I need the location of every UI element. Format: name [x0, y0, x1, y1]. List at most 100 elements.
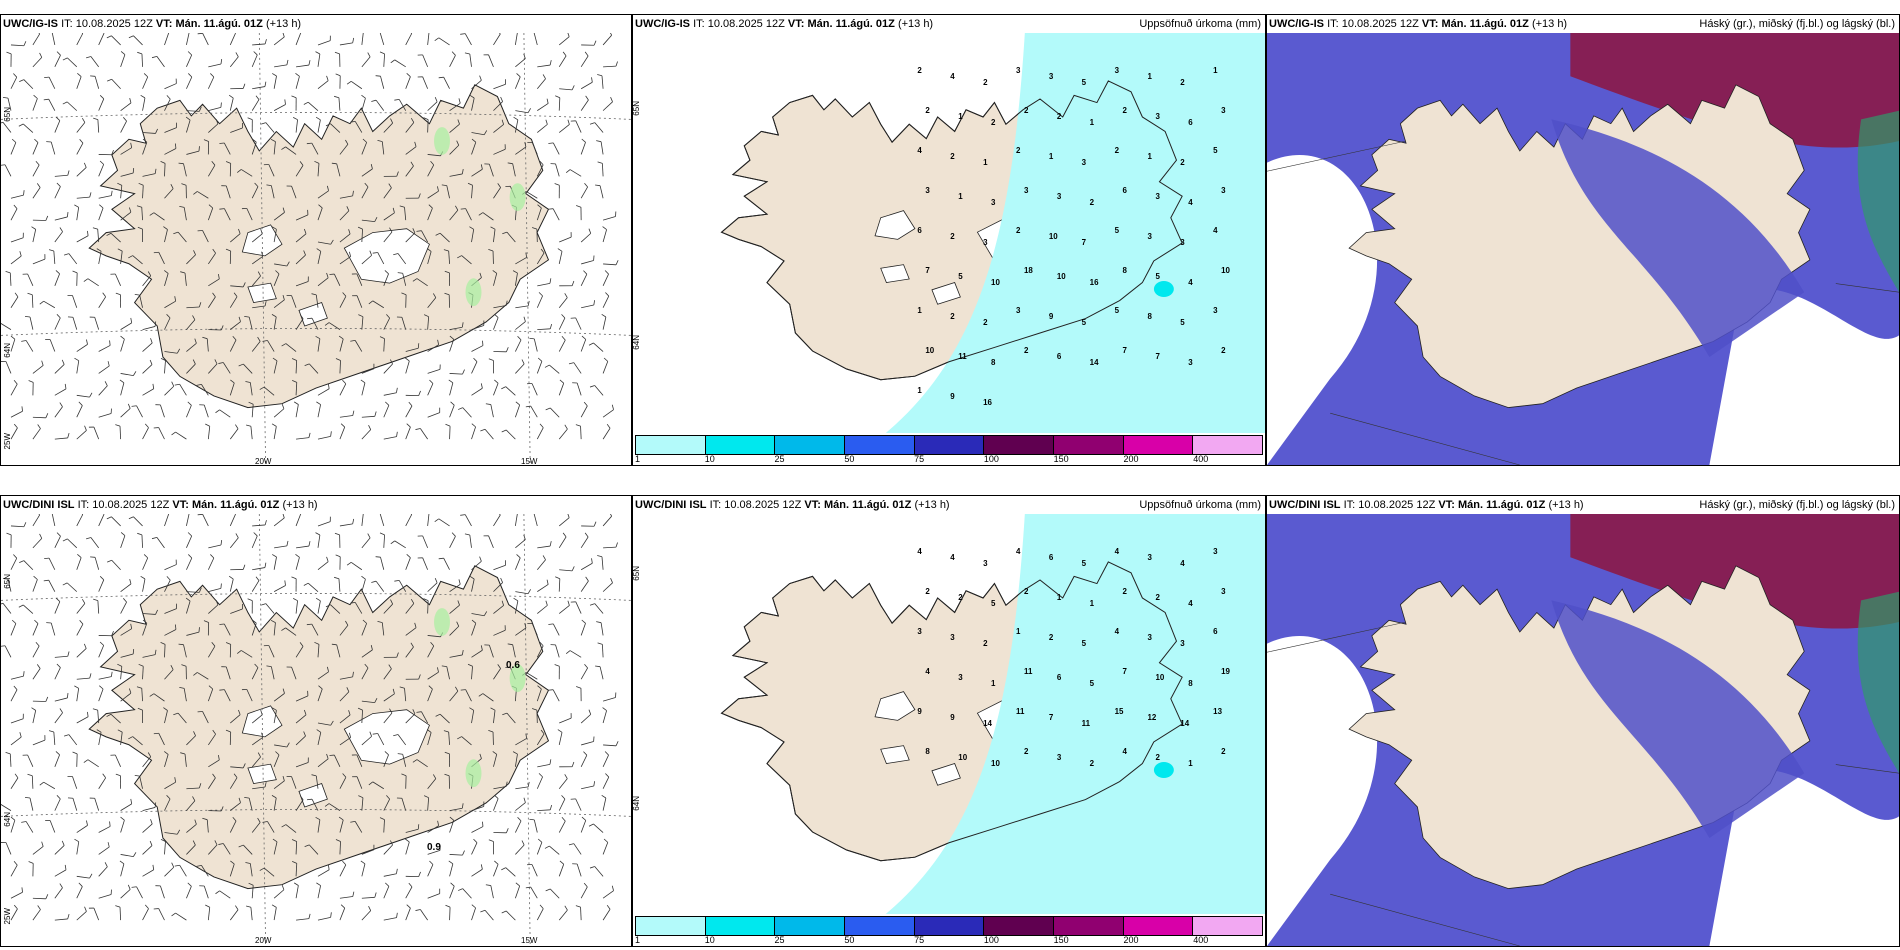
precip-value-label: 10 [925, 346, 934, 355]
wind-map[interactable] [1, 514, 631, 946]
wind-barb [251, 95, 260, 111]
wind-barb [76, 33, 84, 46]
wind-barb [10, 406, 23, 418]
wind-barb [361, 892, 377, 899]
wind-barb [19, 79, 34, 90]
wind-barb [315, 597, 321, 614]
precip-value-label: 3 [1213, 306, 1218, 315]
precip-value-label: 2 [1016, 226, 1021, 235]
wind-barb [76, 118, 86, 133]
wind-barb [39, 300, 56, 309]
wind-barb [272, 554, 277, 570]
precip-value-label: 3 [917, 627, 922, 636]
wind-barb [316, 248, 322, 265]
precip-map[interactable]: 2 4 2 3 3 5 3 1 2 1 2 1 2 2 2 1 2 3 6 3 4 2 1 2 1 3 2 1 2 5 3 1 3 3 3 2 6 3 4 3… [633, 33, 1265, 433]
graticule-line [1, 809, 631, 817]
lat-label-64n: 64N [3, 343, 12, 358]
wind-barb [120, 51, 126, 67]
precip-map[interactable]: 4 4 3 4 6 5 4 3 4 3 2 2 5 2 1 1 2 2 4 3 3 3 2 1 2 5 4 3 3 6 4 3 1 11 6 5 7 10… [633, 514, 1265, 914]
wind-barb [186, 731, 196, 746]
wind-barb [383, 401, 390, 418]
wind-barb [230, 797, 241, 811]
wind-barb [383, 664, 392, 680]
wind-barb [54, 693, 69, 702]
wind-barb [484, 163, 494, 177]
cloud-map[interactable] [1267, 514, 1899, 946]
wind-barb [142, 359, 153, 374]
precip-value-label: 2 [1221, 747, 1226, 756]
wind-barb [304, 363, 319, 374]
wind-barb [54, 182, 61, 199]
cloud-map[interactable] [1267, 33, 1899, 465]
wind-barb [186, 302, 202, 309]
precip-value-label: 11 [958, 352, 967, 361]
wind-barb [179, 687, 187, 702]
wind-barb [62, 582, 78, 592]
wind-barb [339, 410, 355, 418]
wind-barb [185, 597, 191, 614]
wind-barb [281, 824, 297, 833]
colorbar-swatch [914, 436, 985, 454]
wind-barb [164, 576, 171, 592]
colorbar-tick-label: 150 [1053, 454, 1069, 464]
wind-barb [98, 95, 105, 111]
precip-value-label: 6 [1057, 673, 1062, 682]
wind-barb [493, 33, 501, 46]
precip-area [885, 514, 1265, 914]
wind-barb [120, 649, 135, 658]
colorbar-tick-label: 1 [635, 935, 641, 945]
wind-barb [54, 708, 63, 724]
wind-barb [98, 889, 112, 899]
wind-barb [19, 560, 34, 571]
wind-barb [427, 379, 434, 396]
wind-barb [449, 51, 456, 68]
wind-barb [426, 248, 432, 265]
wind-barb [427, 514, 430, 526]
wind-barb [96, 248, 102, 265]
wind-barb [270, 619, 276, 636]
wind-barb [515, 53, 526, 68]
precip-value-label: 2 [950, 312, 955, 321]
precip-value-label: 7 [1123, 667, 1128, 676]
wind-barb [286, 185, 297, 199]
wind-barb [360, 379, 366, 396]
glacier-outline [247, 763, 277, 785]
wind-barb [405, 622, 417, 636]
wind-barb [390, 59, 406, 68]
wind-barb [115, 292, 122, 308]
wind-barb [427, 204, 433, 221]
wind-barb [423, 795, 430, 811]
wind-barb [83, 759, 99, 768]
wind-barb [485, 403, 494, 418]
wind-barb [28, 380, 34, 396]
wind-barb [244, 796, 253, 811]
wind-barb [515, 316, 526, 330]
wind-barb [597, 555, 604, 570]
land-mask [88, 84, 550, 409]
wind-barb [10, 619, 17, 636]
wind-barb [417, 557, 429, 570]
wind-barb [251, 138, 257, 155]
precip-value-label: 8 [1123, 266, 1128, 275]
wind-barb [493, 560, 506, 571]
wind-barb [263, 645, 275, 658]
wind-barb [405, 423, 411, 440]
wind-barb [155, 885, 165, 899]
wind-barb [21, 821, 34, 833]
wind-barb [514, 554, 521, 570]
wind-barb [377, 140, 385, 155]
wind-barb [98, 204, 104, 221]
wind-barb [580, 138, 586, 155]
wind-map[interactable] [1, 33, 631, 465]
low-cloud-layer [1857, 591, 1899, 774]
wind-barb [1, 323, 12, 330]
wind-barb [291, 576, 297, 592]
wind-barb [515, 817, 522, 833]
wind-barb [603, 61, 618, 68]
precip-value-label: 2 [1180, 78, 1185, 87]
wind-barb [120, 97, 132, 111]
wind-barb [197, 514, 209, 527]
wind-barb [54, 914, 70, 921]
wind-barb [368, 781, 384, 790]
wind-barb [291, 95, 297, 111]
